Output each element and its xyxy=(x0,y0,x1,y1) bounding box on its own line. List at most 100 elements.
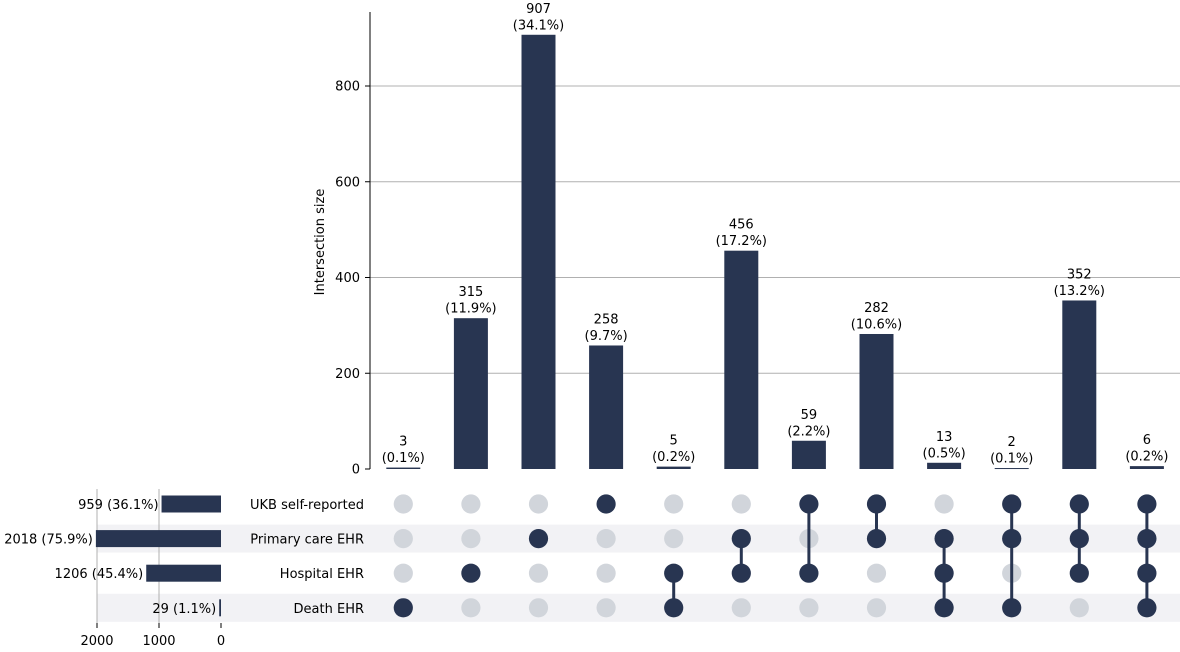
matrix-dot-active xyxy=(866,529,887,549)
set-size-label: 1206 (45.4%) xyxy=(55,567,144,582)
bar-percent-label: (34.1%) xyxy=(513,18,564,33)
intersection-bar xyxy=(521,34,556,470)
bar-percent-label: (0.5%) xyxy=(923,446,966,461)
intersection-bar xyxy=(994,468,1029,470)
bar-percent-label: (10.6%) xyxy=(851,317,902,332)
matrix-dot-active xyxy=(1069,529,1089,549)
matrix-dot-active xyxy=(731,529,751,549)
y-gridlines xyxy=(370,85,1180,374)
matrix-dot-active xyxy=(664,563,684,583)
bar-percent-label: (13.2%) xyxy=(1054,284,1105,299)
matrix-dot-inactive xyxy=(664,529,684,549)
bar-percent-label: (0.1%) xyxy=(990,452,1033,467)
set-label: Hospital EHR xyxy=(280,567,364,582)
bar-value-label: 352 xyxy=(1067,267,1092,282)
intersection-bar xyxy=(1129,466,1164,469)
set-size-label: 29 (1.1%) xyxy=(152,602,216,617)
bar-percent-label: (0.2%) xyxy=(652,450,695,465)
bar-value-label: 6 xyxy=(1143,433,1151,448)
matrix-dot-inactive xyxy=(528,494,549,514)
intersection-bar xyxy=(791,440,826,469)
y-tick-label: 0 xyxy=(352,463,360,478)
matrix-dot-inactive xyxy=(461,494,481,514)
y-tick-label: 400 xyxy=(335,271,360,286)
matrix-dot-active xyxy=(1137,529,1157,549)
intersection-bar xyxy=(724,250,759,469)
matrix-dot-active xyxy=(1069,563,1089,583)
bar-percent-label: (11.9%) xyxy=(445,302,496,317)
bar-value-label: 59 xyxy=(801,408,818,423)
bar-value-label: 315 xyxy=(458,285,483,300)
intersection-y-axis: Intersection size 0 200 400 600 800 xyxy=(313,12,371,478)
bar-percent-label: (17.2%) xyxy=(716,234,767,249)
bar-value-label: 258 xyxy=(594,312,619,327)
matrix-dot-active xyxy=(934,529,954,549)
set-label: Death EHR xyxy=(294,602,364,617)
intersection-bar xyxy=(453,318,488,469)
matrix-dot-inactive xyxy=(393,529,413,549)
y-tick-label: 600 xyxy=(335,175,360,190)
y-tick-label: 800 xyxy=(335,80,360,95)
matrix-dot-inactive xyxy=(393,563,413,583)
set-label: Primary care EHR xyxy=(250,533,364,548)
matrix-row-stripe xyxy=(97,593,1180,622)
matrix-dot-inactive xyxy=(528,598,549,618)
y-axis-title: Intersection size xyxy=(313,189,328,296)
intersection-bar xyxy=(859,333,894,469)
bar-value-label: 2 xyxy=(1008,435,1016,450)
matrix-dot-inactive xyxy=(731,494,751,514)
matrix-dot-active xyxy=(461,563,481,583)
bar-percent-label: (2.2%) xyxy=(787,424,830,439)
bar-value-label: 282 xyxy=(864,301,889,316)
bar-percent-label: (0.2%) xyxy=(1125,450,1168,465)
y-tick-label: 200 xyxy=(335,367,360,382)
set-size-bar xyxy=(146,564,221,582)
matrix-dot-active xyxy=(799,494,819,514)
matrix-dot-inactive xyxy=(596,529,616,549)
bar-value-label: 456 xyxy=(729,218,754,233)
matrix-dot-active xyxy=(1137,494,1157,514)
intersection-bar xyxy=(1062,300,1097,469)
matrix-dot-active xyxy=(731,563,751,583)
matrix-dot-inactive xyxy=(596,598,616,618)
matrix-row-stripes xyxy=(97,524,1180,622)
matrix-dot-inactive xyxy=(731,598,751,618)
matrix-dot-active xyxy=(1002,598,1022,618)
matrix-dot-inactive xyxy=(393,494,413,514)
matrix-dot-active xyxy=(1137,563,1157,583)
matrix-dot-active xyxy=(393,598,413,618)
intersection-bar xyxy=(589,345,624,469)
matrix-dot-active xyxy=(528,529,549,549)
intersection-bar xyxy=(656,466,691,469)
matrix-dot-inactive xyxy=(528,563,549,583)
set-label: UKB self-reported xyxy=(250,498,364,513)
intersection-bar xyxy=(927,462,962,469)
matrix-dot-inactive xyxy=(664,494,684,514)
set-labels: UKB self-reported Primary care EHR Hospita… xyxy=(250,498,364,617)
matrix-dot-active xyxy=(596,494,616,514)
matrix-dot-active xyxy=(1002,529,1022,549)
bar-value-label: 5 xyxy=(670,434,678,449)
intersection-bars xyxy=(386,34,1164,470)
set-size-tick-label: 0 xyxy=(217,634,225,649)
set-size-label: 959 (36.1%) xyxy=(78,498,158,513)
matrix-dot-active xyxy=(934,563,954,583)
intersection-bar xyxy=(386,467,421,469)
matrix-dot-active xyxy=(866,494,887,514)
matrix-dot-active xyxy=(1069,494,1089,514)
matrix-dot-active xyxy=(1002,494,1022,514)
bar-percent-label: (0.1%) xyxy=(382,451,425,466)
set-size-bar xyxy=(95,530,221,548)
matrix-dot-active xyxy=(799,563,819,583)
matrix-dot-inactive xyxy=(866,563,887,583)
matrix-dot-inactive xyxy=(596,563,616,583)
matrix-dot-inactive xyxy=(1069,598,1089,618)
membership-matrix xyxy=(393,494,1157,618)
matrix-dot-inactive xyxy=(799,598,819,618)
bar-value-label: 907 xyxy=(526,2,551,17)
matrix-dot-inactive xyxy=(866,598,887,618)
bar-percent-label: (9.7%) xyxy=(585,329,628,344)
bar-value-label: 3 xyxy=(399,435,407,450)
matrix-dot-active xyxy=(664,598,684,618)
